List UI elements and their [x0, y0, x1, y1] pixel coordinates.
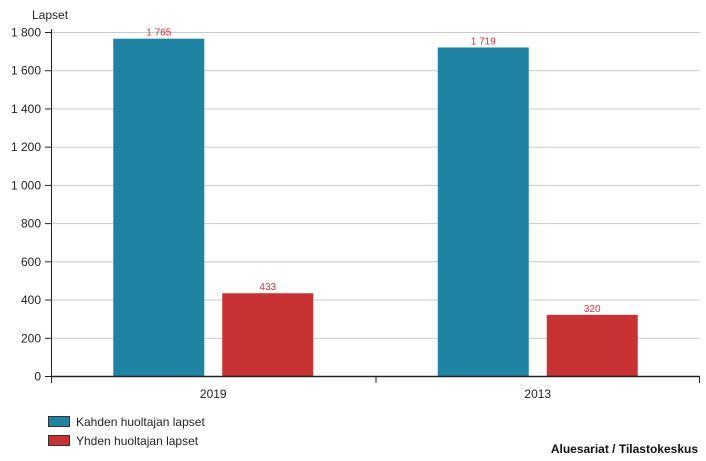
legend-swatch-kahden — [48, 416, 70, 427]
legend-item-yhden: Yhden huoltajan lapset — [48, 431, 205, 450]
chart: 1 765 433 1 719 320 0 200 400 600 800 1 000 1 200… — [11, 8, 700, 401]
y-tick-label: 800 — [21, 217, 41, 231]
y-axis: 0 200 400 600 800 1 000 1 200 1 400 1 600 1 800 — [11, 26, 52, 384]
x-tick-label: 2013 — [524, 387, 551, 401]
bar — [222, 293, 314, 376]
y-tick-label: 1 400 — [11, 102, 41, 116]
x-axis: 2019 2013 — [51, 375, 700, 401]
legend: Kahden huoltajan lapset Yhden huoltajan … — [48, 412, 205, 450]
y-tick-label: 600 — [21, 255, 41, 269]
bar — [113, 38, 205, 376]
y-tick-label: 1 000 — [11, 178, 41, 192]
bar — [546, 314, 638, 376]
data-label: 320 — [584, 304, 601, 315]
data-labels: 1 765 433 1 719 320 — [146, 28, 601, 315]
x-tick-label: 2019 — [200, 387, 227, 401]
y-tick-label: 1 600 — [11, 64, 41, 78]
legend-label-kahden: Kahden huoltajan lapset — [76, 414, 205, 429]
y-tick-label: 400 — [21, 293, 41, 307]
legend-swatch-yhden — [48, 435, 70, 446]
legend-item-kahden: Kahden huoltajan lapset — [48, 412, 205, 431]
y-tick-label: 1 200 — [11, 140, 41, 154]
data-label: 1 719 — [471, 36, 496, 47]
bars — [113, 38, 638, 376]
bar — [437, 47, 529, 376]
y-tick-label: 1 800 — [11, 26, 41, 40]
legend-label-yhden: Yhden huoltajan lapset — [76, 433, 199, 448]
data-label: 1 765 — [146, 28, 171, 39]
source-credit: Aluesariat / Tilastokeskus — [550, 442, 698, 456]
y-tick-label: 0 — [34, 370, 41, 384]
y-tick-label: 200 — [21, 331, 41, 345]
y-axis-title: Lapset — [32, 8, 69, 22]
data-label: 433 — [259, 282, 276, 293]
